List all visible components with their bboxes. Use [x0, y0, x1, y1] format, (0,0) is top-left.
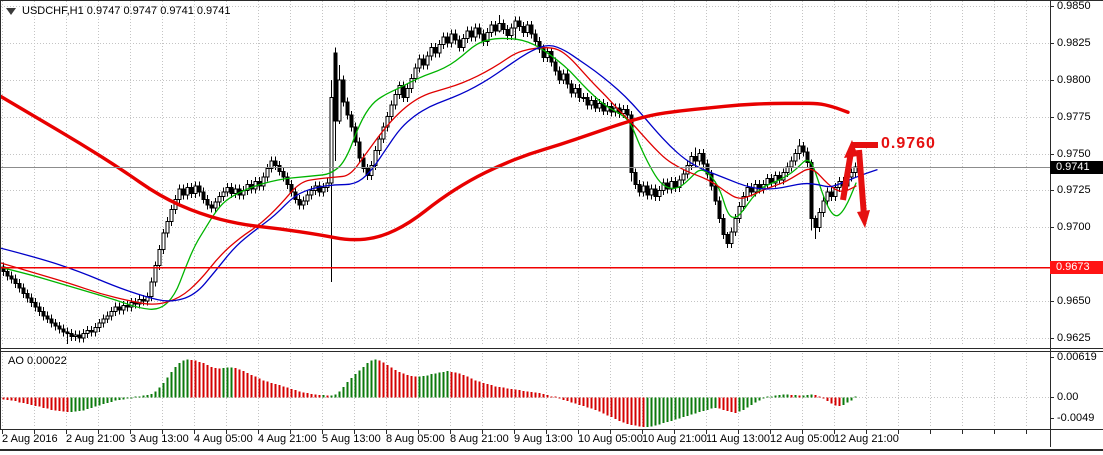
price-axis-label: 0.9850 [1057, 0, 1091, 12]
time-axis-label: 2 Aug 2016 [2, 433, 58, 445]
price-axis-label: 0.9625 [1057, 332, 1091, 344]
price-axis-label: 0.9725 [1057, 184, 1091, 196]
annotation-price-label[interactable]: 0.9760 [881, 135, 936, 152]
ao-axis-label: 0.00 [1057, 391, 1079, 403]
price-axis-label: 0.9775 [1057, 111, 1091, 123]
price-axis-label: 0.9750 [1057, 148, 1091, 160]
oscillator-label: AO 0.00022 [8, 355, 67, 367]
price-axis-label: 0.9800 [1057, 74, 1091, 86]
time-axis-label: 11 Aug 13:00 [706, 433, 771, 445]
time-axis-label: 9 Aug 13:00 [514, 433, 573, 445]
collapse-chart-icon[interactable] [6, 7, 16, 15]
ma-slow-blue [0, 44, 878, 302]
time-axis-label: 10 Aug 05:00 [578, 433, 643, 445]
time-axis-label: 3 Aug 13:00 [130, 433, 189, 445]
ao-axis-label: 0.00619 [1057, 351, 1097, 363]
time-axis-label: 4 Aug 05:00 [194, 433, 253, 445]
time-axis-label: 8 Aug 05:00 [386, 433, 445, 445]
time-axis-label: 10 Aug 21:00 [642, 433, 707, 445]
price-axis-label: 0.9700 [1057, 221, 1091, 233]
price-axis-label: 0.9825 [1057, 37, 1091, 49]
bid-price-badge: 0.9741 [1050, 160, 1103, 174]
ma-medium-red [0, 47, 857, 305]
time-axis-label: 4 Aug 21:00 [258, 433, 317, 445]
time-axis-label: 5 Aug 13:00 [322, 433, 381, 445]
time-axis-label: 2 Aug 21:00 [66, 433, 125, 445]
time-axis-label: 12 Aug 21:00 [834, 433, 899, 445]
ma-long-thick-red [0, 94, 850, 242]
ao-axis-label: -0.0049 [1057, 412, 1095, 424]
trend-arrows[interactable] [840, 140, 878, 228]
time-axis-label: 8 Aug 21:00 [450, 433, 509, 445]
chart-header: USDCHF,H1 0.9747 0.9747 0.9741 0.9741 [6, 5, 231, 17]
price-axis-label: 0.9650 [1057, 295, 1091, 307]
symbol-ohlc-label: USDCHF,H1 0.9747 0.9747 0.9741 0.9741 [22, 5, 231, 17]
level-price-badge: 0.9673 [1050, 260, 1103, 274]
time-axis-label: 12 Aug 05:00 [770, 433, 835, 445]
